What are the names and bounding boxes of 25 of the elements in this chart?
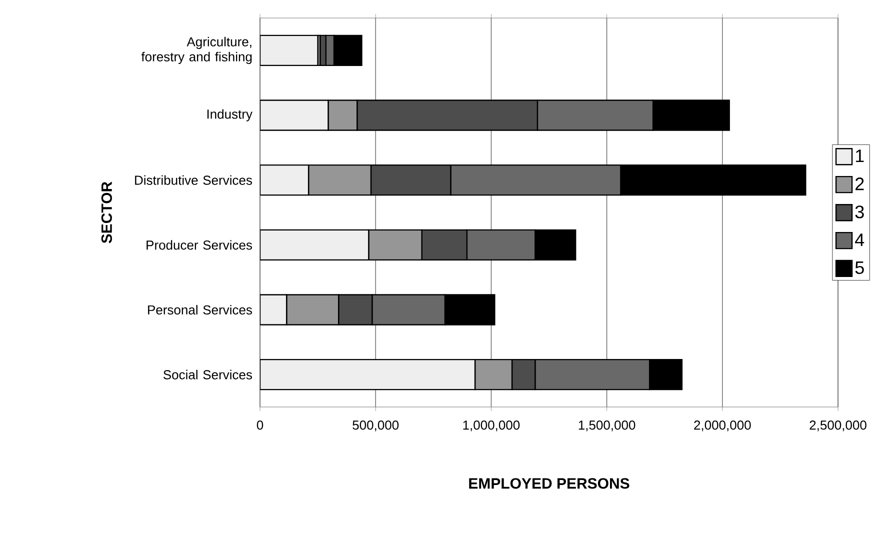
bar xyxy=(260,164,310,196)
legend-label: 2 xyxy=(856,178,864,190)
x-tick-label: 500,000 xyxy=(352,420,399,432)
legend-label: 5 xyxy=(855,261,864,274)
legend-label: 3 xyxy=(855,206,864,218)
bar xyxy=(260,34,318,66)
bar xyxy=(260,294,288,326)
y-tick-label: Agriculture, forestry and fishing xyxy=(141,36,252,64)
bar xyxy=(260,100,329,131)
x-tick-label: 1,500,000 xyxy=(578,420,636,432)
y-axis-title: SECTOR xyxy=(101,182,112,244)
x-tick-label: 2,500,000 xyxy=(810,420,866,432)
x-tick-label: 1,000,000 xyxy=(463,420,520,432)
y-tick-label: Social Services xyxy=(163,370,252,380)
bar xyxy=(260,358,476,390)
y-tick-label: Producer Services xyxy=(146,240,252,250)
y-tick-label: Personal Services xyxy=(148,304,252,315)
x-tick-label: 0 xyxy=(256,420,264,430)
bar xyxy=(260,229,370,261)
y-tick-label: Industry xyxy=(207,109,252,122)
y-tick-label: Distributive Services xyxy=(135,175,252,185)
legend-label: 4 xyxy=(855,234,864,246)
legend-label: 1 xyxy=(856,150,864,162)
x-axis-title: EMPLOYED PERSONS xyxy=(469,478,630,489)
x-tick-label: 2,000,000 xyxy=(694,420,751,432)
